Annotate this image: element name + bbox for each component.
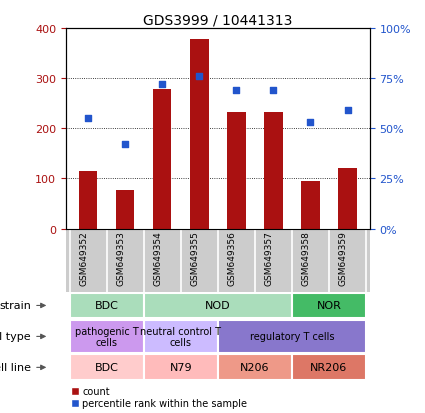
Text: GSM649353: GSM649353 xyxy=(116,231,125,286)
Text: regulatory T cells: regulatory T cells xyxy=(249,332,334,342)
Text: GSM649355: GSM649355 xyxy=(190,231,199,286)
Bar xyxy=(70,320,144,353)
Bar xyxy=(144,320,218,353)
Text: GSM649359: GSM649359 xyxy=(339,231,348,286)
Bar xyxy=(144,355,218,380)
Point xyxy=(196,74,203,80)
Bar xyxy=(338,169,357,229)
Legend: count, percentile rank within the sample: count, percentile rank within the sample xyxy=(71,386,247,408)
Text: GSM649357: GSM649357 xyxy=(264,231,273,286)
Text: GSM649356: GSM649356 xyxy=(227,231,236,286)
Point xyxy=(122,142,129,148)
Point xyxy=(233,88,240,94)
Bar xyxy=(292,293,366,318)
Text: pathogenic T
cells: pathogenic T cells xyxy=(75,326,139,347)
Title: GDS3999 / 10441313: GDS3999 / 10441313 xyxy=(143,14,292,28)
Point xyxy=(307,120,314,126)
Text: BDC: BDC xyxy=(95,301,119,311)
Point xyxy=(85,116,91,122)
Text: strain: strain xyxy=(0,301,31,311)
Text: GSM649354: GSM649354 xyxy=(153,231,162,285)
Text: N79: N79 xyxy=(170,363,192,373)
Bar xyxy=(301,182,320,229)
Bar xyxy=(190,40,209,229)
Point xyxy=(344,108,351,114)
Text: neutral control T
cells: neutral control T cells xyxy=(140,326,221,347)
Bar xyxy=(227,112,246,229)
Bar xyxy=(218,355,292,380)
Bar xyxy=(292,355,366,380)
Bar xyxy=(116,190,134,229)
Point xyxy=(159,82,166,88)
Text: NOR: NOR xyxy=(317,301,341,311)
Text: N206: N206 xyxy=(240,363,269,373)
Text: cell type: cell type xyxy=(0,332,31,342)
Point xyxy=(270,88,277,94)
Bar xyxy=(70,293,144,318)
Text: NR206: NR206 xyxy=(310,363,348,373)
Text: GSM649352: GSM649352 xyxy=(79,231,88,285)
Bar xyxy=(144,293,292,318)
Text: cell line: cell line xyxy=(0,363,31,373)
Bar xyxy=(218,320,366,353)
Bar xyxy=(79,171,97,229)
Bar xyxy=(70,355,144,380)
Bar xyxy=(153,90,172,229)
Text: NOD: NOD xyxy=(205,301,231,311)
Text: BDC: BDC xyxy=(95,363,119,373)
Bar xyxy=(264,112,283,229)
Text: GSM649358: GSM649358 xyxy=(301,231,310,286)
